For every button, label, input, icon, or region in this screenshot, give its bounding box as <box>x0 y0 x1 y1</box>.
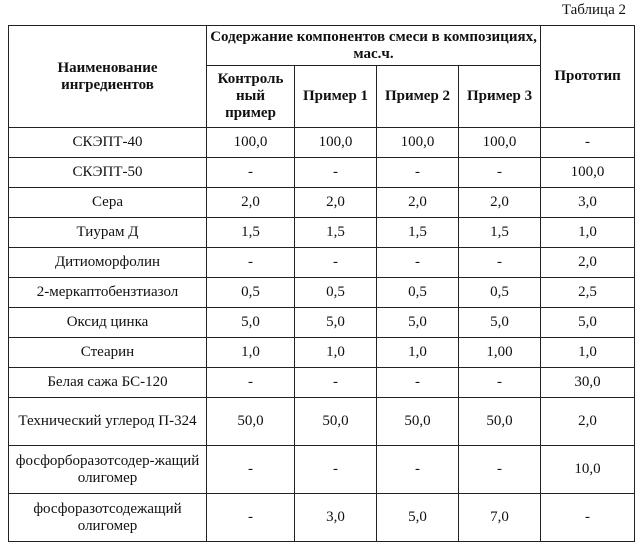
cell-example-3: - <box>459 446 541 494</box>
ingredient-name: СКЭПТ-40 <box>9 128 207 158</box>
table-row: СКЭПТ-50 - - - - 100,0 <box>9 158 635 188</box>
cell-example-2: 1,5 <box>377 218 459 248</box>
cell-example-1: 1,0 <box>295 338 377 368</box>
cell-control: - <box>207 368 295 398</box>
cell-example-1: 3,0 <box>295 494 377 542</box>
ingredient-name: Дитиоморфолин <box>9 248 207 278</box>
header-ingredients: Наименование ингредиентов <box>9 26 207 128</box>
cell-example-2: - <box>377 368 459 398</box>
cell-control: - <box>207 446 295 494</box>
header-composition-group: Содержание компонентов смеси в композици… <box>207 26 541 66</box>
ingredient-name: СКЭПТ-50 <box>9 158 207 188</box>
cell-example-2: 5,0 <box>377 494 459 542</box>
cell-example-2: 1,0 <box>377 338 459 368</box>
cell-prototype: 30,0 <box>541 368 635 398</box>
ingredient-name: фосфорборазотсодер-жащий олигомер <box>9 446 207 494</box>
cell-example-3: - <box>459 248 541 278</box>
cell-example-3: 50,0 <box>459 398 541 446</box>
ingredient-name: 2-меркаптобензтиазол <box>9 278 207 308</box>
table-row: Белая сажа БС-120 - - - - 30,0 <box>9 368 635 398</box>
cell-example-3: 1,5 <box>459 218 541 248</box>
table-row: Дитиоморфолин - - - - 2,0 <box>9 248 635 278</box>
cell-control: 1,5 <box>207 218 295 248</box>
table-row: фосфоразотсодежащий олигомер - 3,0 5,0 7… <box>9 494 635 542</box>
ingredient-name: Тиурам Д <box>9 218 207 248</box>
table-row: Сера 2,0 2,0 2,0 2,0 3,0 <box>9 188 635 218</box>
cell-prototype: 100,0 <box>541 158 635 188</box>
cell-example-1: - <box>295 248 377 278</box>
cell-example-1: 5,0 <box>295 308 377 338</box>
cell-prototype: 1,0 <box>541 218 635 248</box>
cell-control: 50,0 <box>207 398 295 446</box>
cell-example-1: 50,0 <box>295 398 377 446</box>
cell-prototype: 2,0 <box>541 398 635 446</box>
cell-example-2: - <box>377 248 459 278</box>
cell-example-2: 0,5 <box>377 278 459 308</box>
cell-example-1: 2,0 <box>295 188 377 218</box>
header-example-1: Пример 1 <box>295 66 377 128</box>
table-row: Оксид цинка 5,0 5,0 5,0 5,0 5,0 <box>9 308 635 338</box>
cell-example-3: - <box>459 158 541 188</box>
cell-example-3: 1,00 <box>459 338 541 368</box>
header-example-2: Пример 2 <box>377 66 459 128</box>
cell-example-3: 5,0 <box>459 308 541 338</box>
cell-control: - <box>207 494 295 542</box>
ingredient-name: Белая сажа БС-120 <box>9 368 207 398</box>
cell-example-1: 1,5 <box>295 218 377 248</box>
cell-control: - <box>207 248 295 278</box>
header-example-3: Пример 3 <box>459 66 541 128</box>
header-control: Контроль ный пример <box>207 66 295 128</box>
cell-control: 2,0 <box>207 188 295 218</box>
cell-example-3: - <box>459 368 541 398</box>
cell-control: - <box>207 158 295 188</box>
cell-example-2: 2,0 <box>377 188 459 218</box>
ingredient-name: Сера <box>9 188 207 218</box>
header-prototype: Прототип <box>541 26 635 128</box>
table-row: фосфорборазотсодер-жащий олигомер - - - … <box>9 446 635 494</box>
table-row: 2-меркаптобензтиазол 0,5 0,5 0,5 0,5 2,5 <box>9 278 635 308</box>
cell-example-1: - <box>295 368 377 398</box>
ingredient-name: Технический углерод П-324 <box>9 398 207 446</box>
cell-example-2: 100,0 <box>377 128 459 158</box>
cell-prototype: 1,0 <box>541 338 635 368</box>
cell-example-1: 100,0 <box>295 128 377 158</box>
cell-prototype: 2,0 <box>541 248 635 278</box>
cell-example-2: - <box>377 446 459 494</box>
cell-example-2: - <box>377 158 459 188</box>
cell-control: 0,5 <box>207 278 295 308</box>
cell-example-3: 100,0 <box>459 128 541 158</box>
ingredients-table: Наименование ингредиентов Содержание ком… <box>8 25 635 542</box>
table-caption: Таблица 2 <box>562 2 626 19</box>
cell-control: 100,0 <box>207 128 295 158</box>
cell-prototype: - <box>541 128 635 158</box>
table-row: СКЭПТ-40 100,0 100,0 100,0 100,0 - <box>9 128 635 158</box>
cell-example-3: 0,5 <box>459 278 541 308</box>
cell-example-2: 50,0 <box>377 398 459 446</box>
cell-prototype: 3,0 <box>541 188 635 218</box>
cell-example-1: 0,5 <box>295 278 377 308</box>
ingredient-name: Стеарин <box>9 338 207 368</box>
cell-example-1: - <box>295 446 377 494</box>
cell-prototype: 5,0 <box>541 308 635 338</box>
table-row: Тиурам Д 1,5 1,5 1,5 1,5 1,0 <box>9 218 635 248</box>
table-row: Стеарин 1,0 1,0 1,0 1,00 1,0 <box>9 338 635 368</box>
cell-prototype: 2,5 <box>541 278 635 308</box>
table-row: Технический углерод П-324 50,0 50,0 50,0… <box>9 398 635 446</box>
cell-control: 5,0 <box>207 308 295 338</box>
cell-control: 1,0 <box>207 338 295 368</box>
cell-example-2: 5,0 <box>377 308 459 338</box>
ingredient-name: Оксид цинка <box>9 308 207 338</box>
ingredient-name: фосфоразотсодежащий олигомер <box>9 494 207 542</box>
cell-prototype: 10,0 <box>541 446 635 494</box>
cell-example-1: - <box>295 158 377 188</box>
cell-example-3: 7,0 <box>459 494 541 542</box>
cell-prototype: - <box>541 494 635 542</box>
cell-example-3: 2,0 <box>459 188 541 218</box>
